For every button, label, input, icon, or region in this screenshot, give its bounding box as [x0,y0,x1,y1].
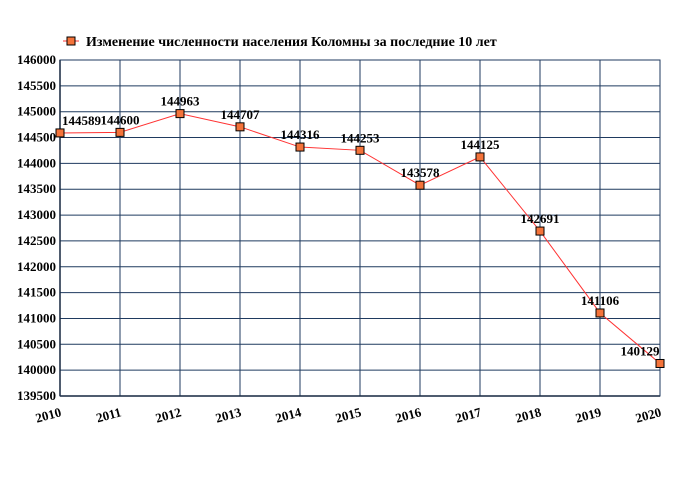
y-tick-label: 143500 [17,181,56,196]
y-tick-label: 143000 [17,207,56,222]
data-point-marker [115,127,125,137]
chart-legend: Изменение численности населения Коломны … [63,35,497,50]
y-tick-label: 140500 [17,336,56,351]
y-tick-label: 145000 [17,104,56,119]
x-axis-tick-labels: 2010 2011 2012 2013 2014 2015 2016 2017 2018 2019… [34,404,663,425]
y-tick-label: 141000 [17,310,56,325]
x-tick-label: 2012 [154,404,183,425]
series-markers [55,109,665,368]
data-point-marker [235,122,245,132]
data-point-marker [55,128,65,138]
data-point-marker [295,142,305,152]
data-point-marker [655,358,665,368]
x-tick-label: 2010 [34,404,63,425]
y-tick-label: 142000 [17,259,56,274]
data-label: 144316 [281,127,321,142]
y-tick-label: 140000 [17,362,56,377]
x-tick-label: 2020 [634,404,663,425]
data-label: 144963 [161,94,201,109]
data-label: 142691 [521,211,560,226]
data-labels: 144589 144600 144963 144707 144316 144253 1435… [62,94,660,359]
data-label: 144707 [221,107,261,122]
y-axis-tick-labels: 139500 140000 140500 141000 141500 142000 1425… [17,52,56,403]
data-label: 144125 [461,137,501,152]
x-tick-label: 2014 [274,404,303,425]
x-tick-label: 2019 [574,404,603,425]
x-tick-label: 2017 [454,404,483,425]
data-label: 141106 [581,293,620,308]
y-tick-label: 144500 [17,130,56,145]
y-tick-label: 142500 [17,233,56,248]
y-tick-label: 141500 [17,285,56,300]
data-point-marker [475,152,485,162]
data-label: 144253 [341,130,381,145]
plot-frame [59,59,661,397]
y-tick-label: 144000 [17,155,56,170]
legend-marker [66,36,76,46]
y-tick-label: 145500 [17,78,56,93]
data-label: 140129 [621,343,661,358]
y-tick-label: 139500 [17,388,56,403]
data-point-marker [355,145,365,155]
data-label: 144600 [101,112,140,127]
x-tick-label: 2013 [214,404,243,425]
x-tick-label: 2016 [394,404,423,425]
axes [59,59,661,397]
x-tick-label: 2015 [334,404,363,425]
data-point-marker [535,226,545,236]
data-point-marker [415,180,425,190]
x-tick-label: 2011 [94,404,122,425]
y-tick-label: 146000 [17,52,56,67]
x-tick-label: 2018 [514,404,543,425]
data-point-marker [175,109,185,119]
legend-series-label: Изменение численности населения Коломны … [86,35,497,50]
data-label: 144589 [62,113,102,128]
data-point-marker [595,308,605,318]
data-label: 143578 [401,165,441,180]
